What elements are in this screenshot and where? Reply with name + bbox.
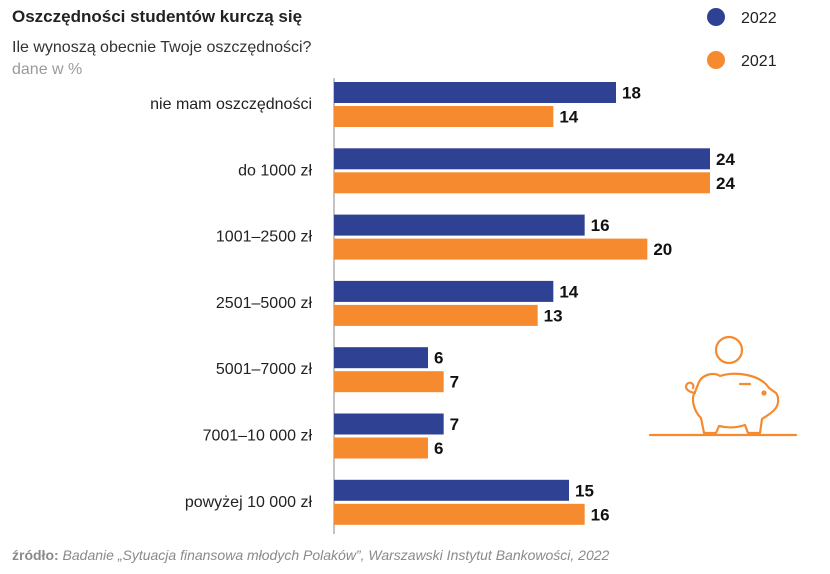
category-label: do 1000 zł <box>238 162 312 179</box>
value-label-2021: 13 <box>544 306 563 325</box>
bar-2021 <box>334 503 585 525</box>
value-label-2022: 24 <box>716 150 735 169</box>
legend-label-2021: 2021 <box>741 53 777 70</box>
chart-subtitle: Ile wynoszą obecnie Twoje oszczędności? <box>12 39 312 56</box>
legend-marker-2021 <box>707 51 725 69</box>
source-note: źródło: Badanie „Sytuacja finansowa młod… <box>12 547 610 563</box>
value-label-2021: 14 <box>559 108 578 127</box>
category-label: nie mam oszczędności <box>150 96 312 113</box>
category-label: 2501–5000 zł <box>216 295 313 312</box>
legend: 2022 2021 <box>707 8 777 70</box>
category-label: powyżej 10 000 zł <box>185 494 313 511</box>
bar-2022 <box>334 479 569 501</box>
piggy-bank-icon <box>648 335 798 437</box>
value-label-2022: 7 <box>450 415 459 434</box>
bar-2022 <box>334 148 710 170</box>
bar-2022 <box>334 214 585 236</box>
bar-2021 <box>334 238 648 260</box>
value-label-2021: 24 <box>716 174 735 193</box>
bar-2022 <box>334 82 616 103</box>
source-text: Badanie „Sytuacja finansowa młodych Pola… <box>63 547 610 563</box>
value-label-2021: 16 <box>591 505 610 524</box>
bar-2021 <box>334 172 710 194</box>
bar-2022 <box>334 280 554 302</box>
value-label-2022: 18 <box>622 84 641 103</box>
bar-2021 <box>334 304 538 326</box>
bar-2022 <box>334 413 444 435</box>
value-label-2022: 6 <box>434 349 443 368</box>
value-label-2021: 20 <box>653 240 672 259</box>
category-label: 7001–10 000 zł <box>203 428 313 445</box>
value-label-2021: 6 <box>434 439 443 458</box>
bar-2021 <box>334 437 428 459</box>
value-label-2022: 14 <box>559 282 578 301</box>
unit-note: dane w % <box>12 61 82 78</box>
category-label: 5001–7000 zł <box>216 361 313 378</box>
legend-marker-2022 <box>707 8 725 26</box>
legend-label-2022: 2022 <box>741 10 777 27</box>
source-label: źródło: <box>12 547 59 563</box>
bar-2021 <box>334 106 554 127</box>
value-label-2022: 16 <box>591 216 610 235</box>
category-label: 1001–2500 zł <box>216 229 313 246</box>
value-label-2021: 7 <box>450 373 459 392</box>
bar-2021 <box>334 371 444 393</box>
chart-title: Oszczędności studentów kurczą się <box>12 7 302 26</box>
bars-group: nie mam oszczędności 18 14 do 1000 zł 24 24 10… <box>150 82 735 525</box>
value-label-2022: 15 <box>575 481 594 500</box>
bar-2022 <box>334 347 428 369</box>
